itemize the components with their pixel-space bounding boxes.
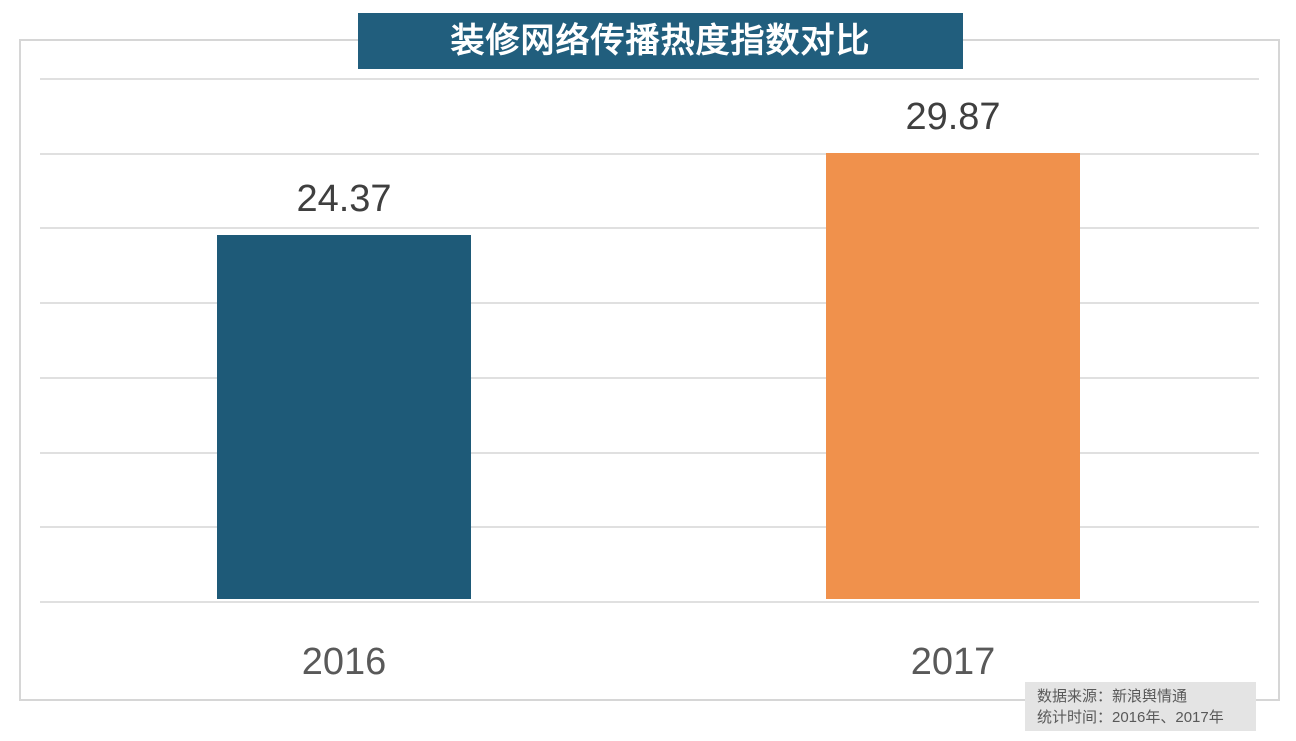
gridline <box>40 78 1259 80</box>
source-line: 数据来源：新浪舆情通 <box>1037 688 1188 705</box>
bar-2016 <box>217 235 471 599</box>
bar-group-2016: 24.37 2016 <box>217 41 471 699</box>
source-info-box: 数据来源：新浪舆情通 统计时间：2016年、2017年 <box>1025 682 1256 731</box>
bar-value-label-2017: 29.87 <box>905 96 1001 138</box>
gridline <box>40 526 1259 529</box>
gridline <box>40 227 1259 230</box>
bar-group-2017: 29.87 2017 <box>826 41 1080 699</box>
gridline <box>40 601 1259 603</box>
stats-period-line: 统计时间：2016年、2017年 <box>1037 709 1224 726</box>
chart-plot-area: 24.37 2016 29.87 2017 <box>19 39 1280 701</box>
bar-2017 <box>826 153 1080 599</box>
gridline <box>40 302 1259 305</box>
gridline <box>40 451 1259 454</box>
x-axis-label-2017: 2017 <box>910 641 996 683</box>
bar-value-label-2016: 24.37 <box>296 178 392 220</box>
x-axis-label-2016: 2016 <box>301 641 387 683</box>
gridline <box>40 152 1259 155</box>
chart-title-banner: 装修网络传播热度指数对比 <box>358 13 963 69</box>
gridline <box>40 376 1259 379</box>
